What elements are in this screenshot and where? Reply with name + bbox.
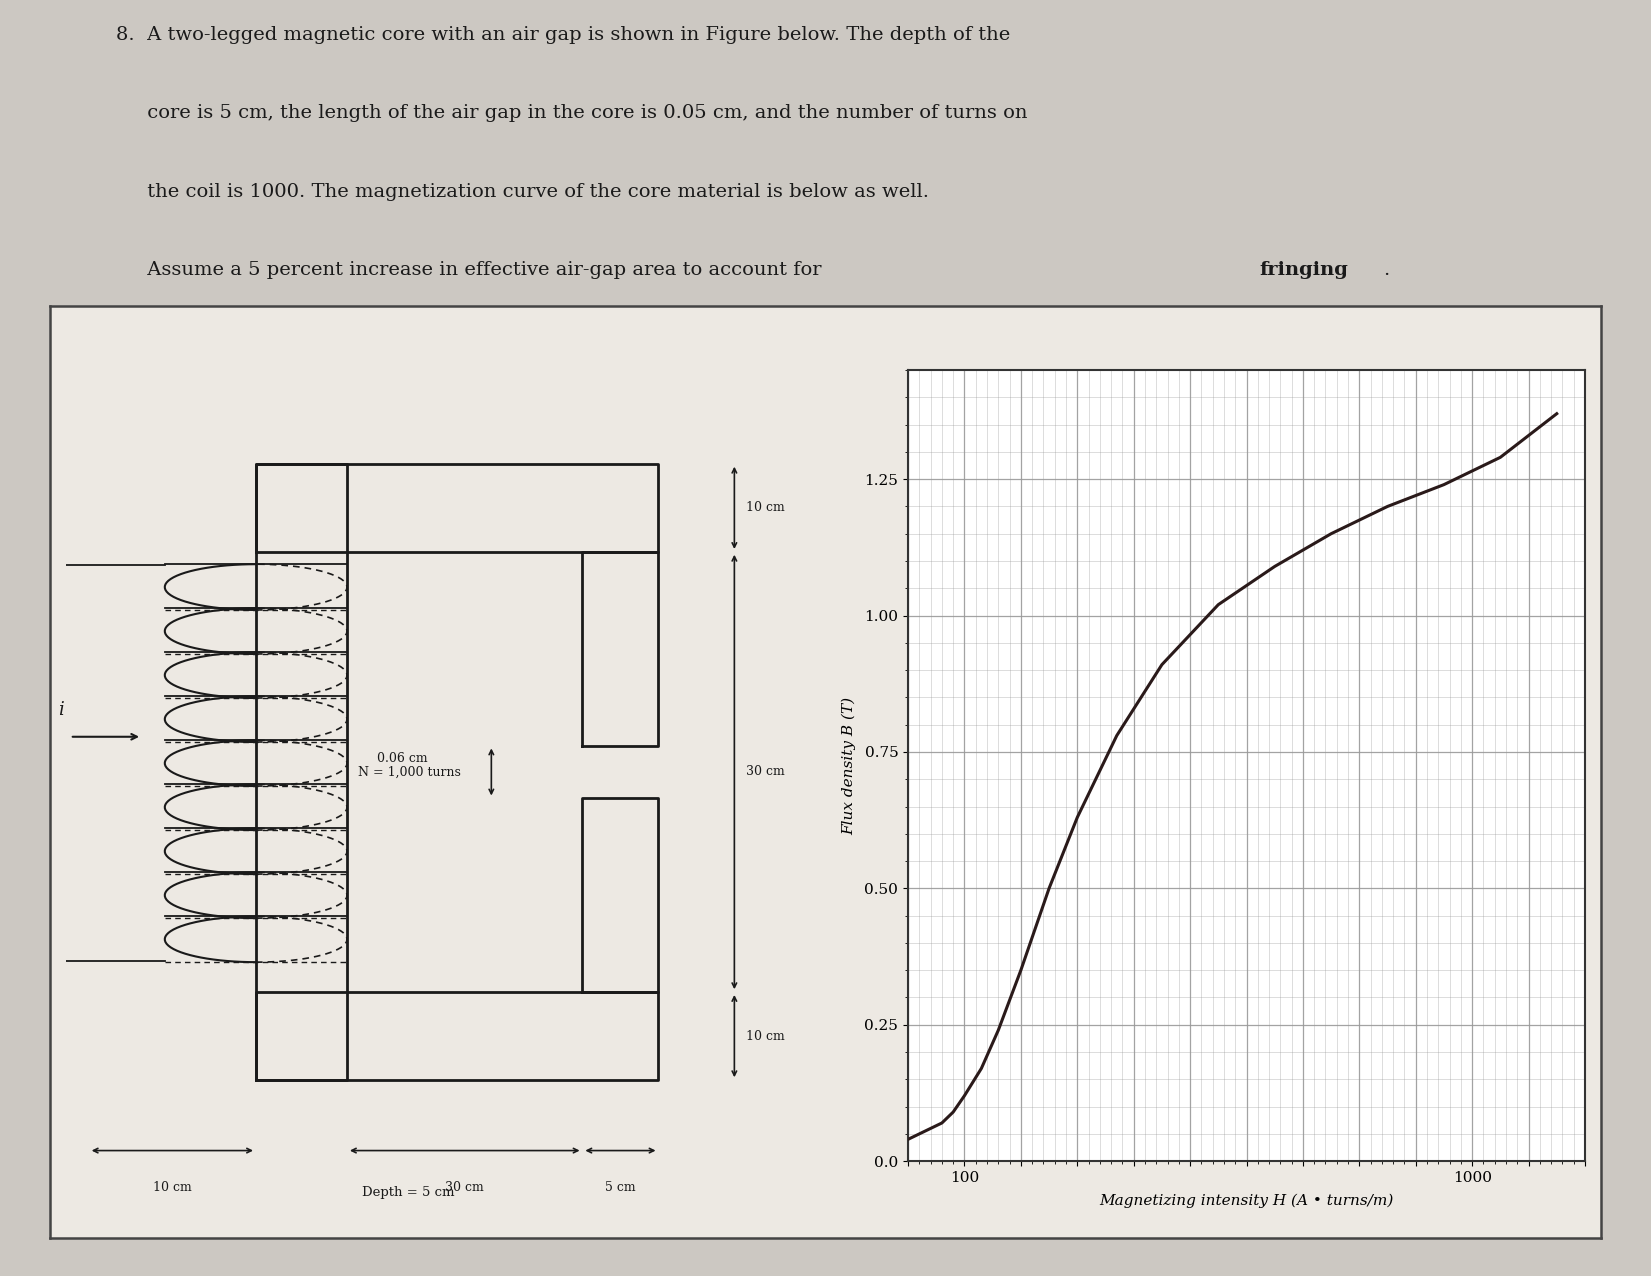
Text: N = 1,000 turns: N = 1,000 turns (358, 766, 461, 778)
Text: 0.06 cm: 0.06 cm (378, 753, 428, 766)
Text: 10 cm: 10 cm (746, 1030, 784, 1042)
Text: the coil is 1000. The magnetization curve of the core material is below as well.: the coil is 1000. The magnetization curv… (116, 182, 928, 200)
Text: Depth = 5 cm: Depth = 5 cm (362, 1185, 454, 1199)
Text: 10 cm: 10 cm (746, 501, 784, 514)
Text: core is 5 cm, the length of the air gap in the core is 0.05 cm, and the number o: core is 5 cm, the length of the air gap … (116, 105, 1027, 122)
Text: 30 cm: 30 cm (446, 1182, 484, 1194)
Text: 10 cm: 10 cm (154, 1182, 192, 1194)
Text: Assume a 5 percent increase in effective air-gap area to account for: Assume a 5 percent increase in effective… (116, 262, 827, 279)
Text: i: i (58, 701, 64, 720)
Text: .: . (1384, 262, 1388, 279)
Y-axis label: Flux density B (T): Flux density B (T) (842, 697, 855, 835)
X-axis label: Magnetizing intensity H (A • turns/m): Magnetizing intensity H (A • turns/m) (1100, 1193, 1393, 1207)
Text: 30 cm: 30 cm (746, 766, 784, 778)
Text: fringing: fringing (1260, 262, 1347, 279)
Text: 8.  A two-legged magnetic core with an air gap is shown in Figure below. The dep: 8. A two-legged magnetic core with an ai… (116, 26, 1010, 43)
Text: 5 cm: 5 cm (606, 1182, 636, 1194)
